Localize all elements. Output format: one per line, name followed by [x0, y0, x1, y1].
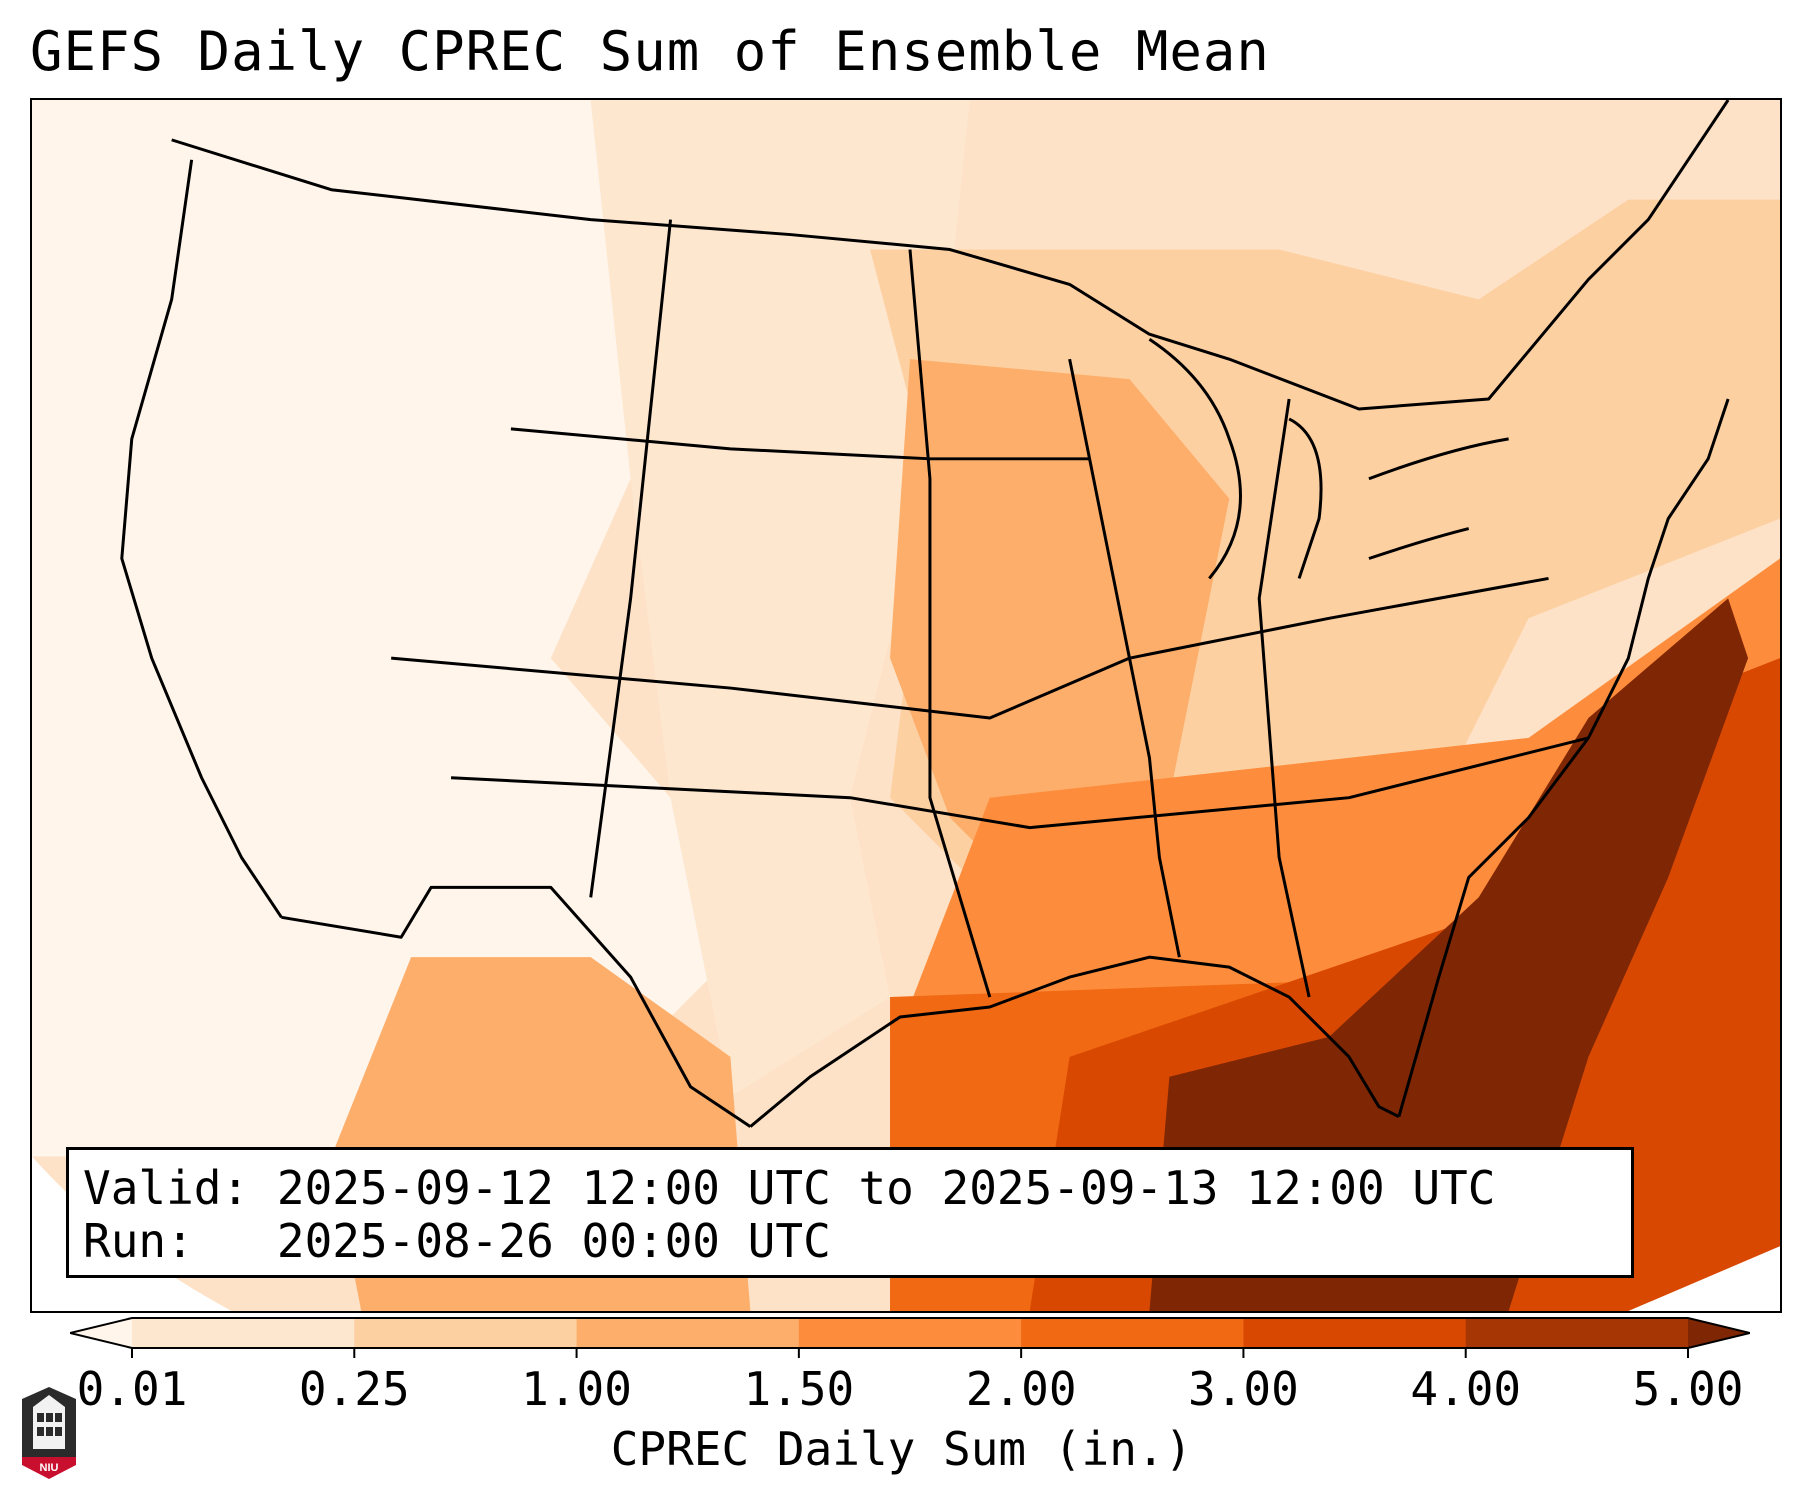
- colorbar-tick-label: 0.01: [76, 1362, 188, 1416]
- great-lakes: [1148, 337, 1509, 580]
- chart-title: GEFS Daily CPREC Sum of Ensemble Mean: [30, 20, 1270, 83]
- colorbar-segment: [1243, 1318, 1467, 1348]
- colorbar-segment: [132, 1318, 355, 1348]
- central-divide-c: [450, 736, 1589, 830]
- colorbar-tick-label: 1.50: [743, 1362, 855, 1416]
- us-canada-border: [171, 100, 1730, 411]
- plains-divide: [908, 249, 992, 998]
- colorbar-ticks: [131, 1348, 1689, 1358]
- colorbar-outline: [70, 1317, 1750, 1349]
- logo-text: NIU: [40, 1462, 59, 1474]
- colorbar: [70, 1317, 1750, 1358]
- colorbar-tick-label: 1.00: [521, 1362, 632, 1416]
- mexico-border: [281, 885, 752, 1128]
- colorbar-label: CPREC Daily Sum (in.): [610, 1422, 1193, 1476]
- precip-region-plains: [590, 100, 970, 1097]
- colorbar-tick-label: 4.00: [1410, 1362, 1522, 1416]
- valid-label: Valid:: [83, 1161, 250, 1215]
- valid-row: Valid: 2025-09-12 12:00 UTC to 2025-09-1…: [83, 1162, 1631, 1215]
- niu-shield-logo-icon: NIU: [22, 1387, 76, 1479]
- west-coast: [120, 159, 283, 919]
- colorbar-segment: [1465, 1318, 1689, 1348]
- colorbar-extend-low: [70, 1318, 132, 1348]
- gulf-coast: [749, 955, 1400, 1128]
- colorbar-segment: [798, 1318, 1022, 1348]
- forecast-info-box: Valid: 2025-09-12 12:00 UTC to 2025-09-1…: [66, 1147, 1634, 1278]
- map-canvas: [32, 100, 1780, 1311]
- colorbar-tick-label: 0.25: [298, 1362, 410, 1416]
- colorbar-segment: [576, 1318, 800, 1348]
- central-divide-a: [510, 427, 1090, 461]
- valid-value: 2025-09-12 12:00 UTC to 2025-09-13 12:00…: [276, 1161, 1496, 1215]
- colorbar-segment: [354, 1318, 578, 1348]
- central-divide-b: [391, 576, 1549, 720]
- run-row: Run: 2025-08-26 00:00 UTC: [83, 1215, 1631, 1268]
- colorbar-segments: [70, 1318, 1750, 1348]
- appalachian-divide: [1257, 398, 1311, 998]
- colorbar-tick-label: 3.00: [1188, 1362, 1299, 1416]
- colorbar-tick-label: 2.00: [965, 1362, 1077, 1416]
- colorbar-extend-high: [1688, 1318, 1750, 1348]
- state-borders: [120, 100, 1730, 1128]
- precipitation-map: [30, 98, 1782, 1313]
- rockies-divide: [589, 219, 673, 898]
- precip-region-atlantic-max: [1149, 598, 1749, 1311]
- run-value: 2025-08-26 00:00 UTC: [276, 1214, 831, 1268]
- colorbar-tick-label: 5.00: [1632, 1362, 1744, 1416]
- run-label: Run:: [83, 1214, 194, 1268]
- precip-region-central-orange: [890, 359, 1230, 898]
- colorbar-segment: [1021, 1318, 1244, 1348]
